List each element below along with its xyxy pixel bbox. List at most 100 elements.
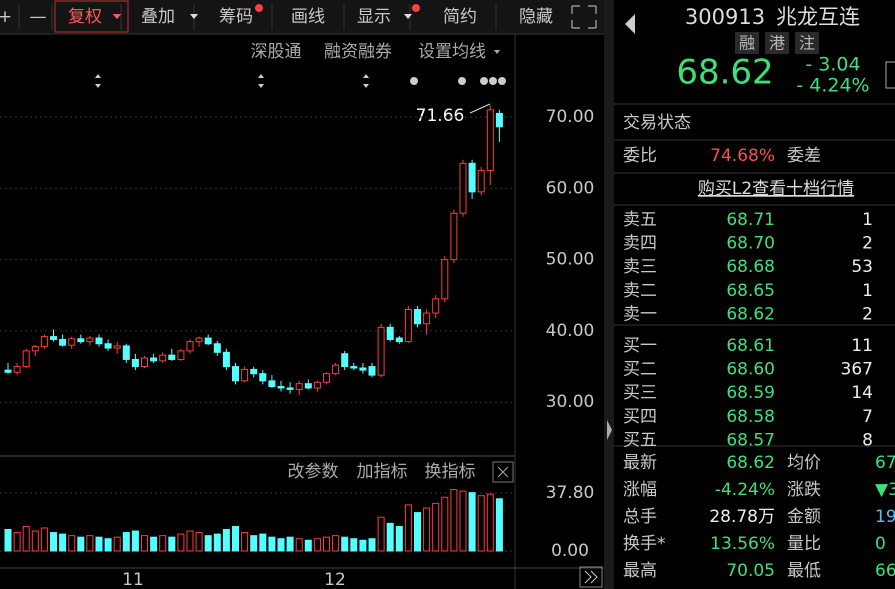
candle-body <box>241 368 249 382</box>
book-price: 68.59 <box>726 383 775 403</box>
toolbar-button[interactable]: — <box>30 7 47 27</box>
candle-body <box>59 338 67 346</box>
splitter[interactable] <box>604 0 614 589</box>
change: - 3.04 <box>805 54 860 76</box>
candle-body <box>441 259 449 300</box>
scroll-icon <box>584 570 598 584</box>
cut-box <box>885 61 895 89</box>
volume-bar <box>486 493 494 552</box>
book-label: 卖四 <box>623 234 657 254</box>
toolbar-button[interactable]: 隐藏 <box>519 7 553 27</box>
volume-bar <box>468 492 476 552</box>
stat-value: -4.24% <box>715 480 775 500</box>
toolbar-button[interactable]: 显示 <box>357 7 391 27</box>
candle-body <box>104 343 112 349</box>
candle-body <box>259 373 267 382</box>
toolbar-button[interactable]: 筹码 <box>219 7 253 27</box>
tag: 注 <box>799 34 815 53</box>
candle-body <box>332 364 340 375</box>
candle-body <box>250 368 258 375</box>
candle-body <box>395 337 403 343</box>
volume-bar <box>459 490 467 552</box>
stock-name: 兆龙互连 <box>776 5 860 29</box>
book-label: 卖三 <box>623 257 657 277</box>
dropdown-arrow <box>113 14 121 19</box>
tag-box <box>795 32 819 54</box>
candle-body <box>459 162 467 214</box>
indicator-menu[interactable]: 改参数 <box>288 462 339 482</box>
close-btn[interactable] <box>492 461 514 483</box>
label: 委比 <box>623 146 657 166</box>
volume-bar <box>213 533 221 552</box>
candle-body <box>423 312 431 325</box>
splitter-arrow[interactable] <box>607 420 612 440</box>
stock-code: 300913 <box>685 5 765 29</box>
toolbar-button[interactable]: 叠加 <box>141 7 175 27</box>
candle-body <box>177 350 185 360</box>
active-button-frame <box>54 0 129 33</box>
toolbar-button[interactable]: 复权 <box>68 7 102 27</box>
high-label: 71.66 <box>416 106 465 126</box>
l2-link[interactable]: 购买L2查看十档行情 <box>698 179 854 199</box>
indicator-menu[interactable]: 换指标 <box>425 462 476 482</box>
book-label: 卖一 <box>623 304 657 324</box>
book-volume: 8 <box>862 430 873 450</box>
book-volume: 11 <box>851 336 873 356</box>
volume-bar <box>386 522 394 552</box>
book-volume: 14 <box>851 383 873 403</box>
book-volume: 1 <box>862 281 873 301</box>
candle-body <box>22 350 30 368</box>
indicator-menu[interactable]: 加指标 <box>357 462 408 482</box>
stat-label: 涨跌 <box>787 480 821 500</box>
candle-body <box>195 337 203 343</box>
subbar-link[interactable]: 设置均线 <box>418 42 486 62</box>
book-volume: 2 <box>862 234 873 254</box>
volume-bar <box>441 496 449 552</box>
stat-label: 最高 <box>623 561 657 581</box>
book-price: 68.68 <box>726 257 775 277</box>
stat-value: 19.5 <box>875 507 895 527</box>
toolbar-button[interactable]: 画线 <box>291 7 325 27</box>
volume-bar <box>95 536 103 552</box>
stat-label: 换手* <box>623 534 666 554</box>
back-arrow[interactable] <box>625 14 635 34</box>
stat-value: 67 <box>875 453 895 473</box>
volume-bar <box>131 530 139 552</box>
candle-body <box>295 383 303 390</box>
stat-value: 66 <box>875 561 895 581</box>
stat-label: 量比 <box>787 534 821 554</box>
candle-body <box>323 373 330 383</box>
volume-bar <box>86 535 94 552</box>
toolbar-button[interactable]: 简约 <box>443 7 477 27</box>
y-tick-label: 37.80 <box>546 483 595 503</box>
stat-value: 0 <box>875 534 886 554</box>
stat-value: 68.62 <box>726 453 775 473</box>
volume-bar <box>250 535 258 552</box>
candle-body <box>159 354 167 362</box>
volume-bar <box>113 536 121 552</box>
candle-body <box>95 337 103 345</box>
candle-body <box>86 337 94 343</box>
stat-label: 均价 <box>787 453 821 473</box>
stat-value: 28.78万 <box>709 507 775 527</box>
date-label: 11 <box>122 570 144 589</box>
volume-bar <box>286 536 294 552</box>
candle-body <box>313 381 321 389</box>
volume-bar <box>222 529 230 552</box>
volume-bar <box>395 525 403 552</box>
expand-icon[interactable] <box>571 5 597 29</box>
high-pointer <box>469 103 491 114</box>
candle-body <box>368 366 376 376</box>
toolbar-button[interactable]: + <box>0 7 12 27</box>
candle-body <box>213 343 221 353</box>
subbar-link[interactable]: 深股通 <box>251 42 302 62</box>
volume-bar <box>104 538 112 552</box>
y-tick-label: 30.00 <box>546 392 595 412</box>
badge-dot <box>255 4 263 12</box>
subbar-link[interactable]: 融资融券 <box>324 42 392 62</box>
book-price: 68.60 <box>726 360 775 380</box>
candle-body <box>31 346 39 352</box>
scroll-btn[interactable] <box>579 566 603 588</box>
candle-body <box>113 345 121 349</box>
candle-body <box>122 345 130 360</box>
